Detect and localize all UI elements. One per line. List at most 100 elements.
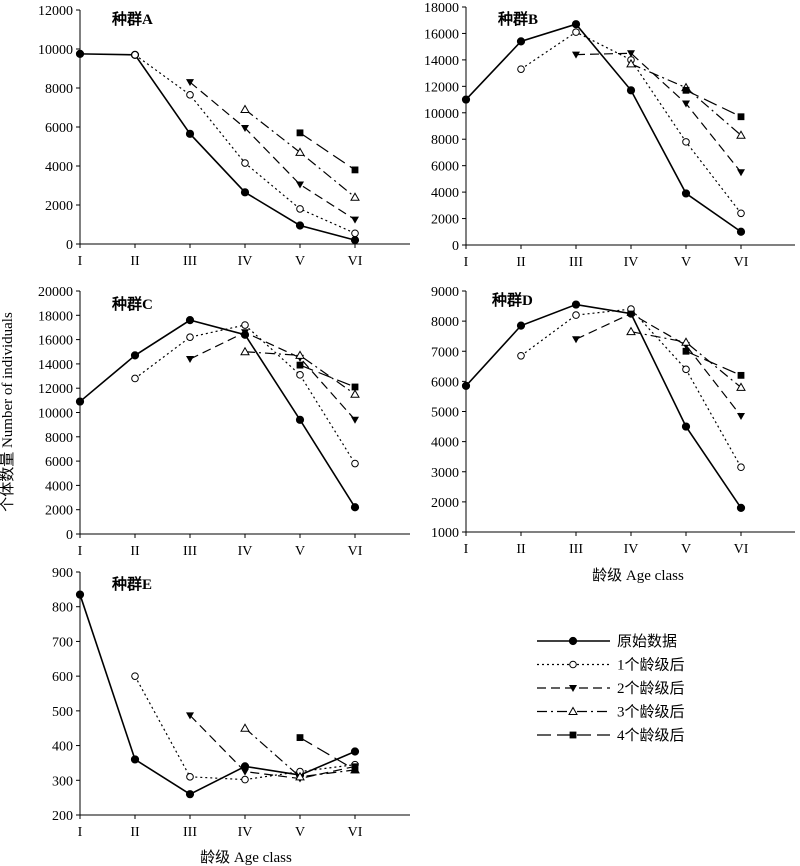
series-line [630,63,742,136]
x-tick-label: II [130,825,140,840]
data-point [295,221,305,230]
data-point [737,463,745,472]
x-tick-label: V [295,544,305,559]
x-tick-label: II [130,254,140,269]
data-point [186,91,194,99]
x-tick-label: III [183,544,197,559]
data-point [736,382,746,391]
x-tick-label: VI [348,544,363,559]
data-point [131,51,139,59]
y-tick-label: 9000 [431,285,459,300]
x-tick-label: IV [238,254,253,269]
y-tick-label: 0 [66,238,73,253]
data-point [240,346,250,356]
series-after-3 [240,104,360,201]
legend-item-after-3: 3个龄级后 [537,704,685,721]
data-point [682,138,690,146]
y-tick-label: 20000 [38,285,73,300]
series-line [79,319,356,508]
legend-marker [569,660,577,669]
series-line [465,303,742,509]
series-after-1 [517,28,745,218]
data-point [240,188,250,197]
data-point [296,734,304,741]
x-tick-label: I [78,825,83,840]
series-line [79,53,356,241]
series-line [465,23,742,233]
data-point [240,104,250,113]
x-tick-label: I [78,254,83,269]
data-point [185,316,195,325]
x-axis-label-bottom: 龄级 Age class [200,849,292,866]
data-point [351,166,359,174]
series-after-2 [186,712,359,783]
data-point [296,205,304,213]
y-tick-label: 14000 [424,54,459,69]
legend-label: 2个龄级后 [617,680,685,697]
panel-c: 0 2000 4000 6000 8000 10000 12000 14000 16000 180… [38,285,410,559]
y-tick-label: 14000 [38,358,73,373]
x-tick-label: VI [348,254,363,269]
y-tick-label: 12000 [38,382,73,397]
series-after-3 [240,346,360,398]
y-tick-label: 7000 [431,345,459,360]
x-tick-label: III [183,825,197,840]
data-point [131,374,139,383]
series-line [685,89,742,118]
panel-title: 种群E [111,575,152,593]
data-point [350,192,360,201]
x-tick-label: III [183,254,197,269]
data-point [75,397,85,406]
x-tick-label: IV [238,825,253,840]
legend-marker [569,731,577,739]
y-tick-label: 18000 [424,1,459,16]
y-tick-label: 4000 [45,479,73,494]
data-point [241,775,249,784]
legend-marker [568,636,578,646]
data-point [681,422,691,431]
x-tick-label: IV [624,255,639,270]
data-point [626,326,636,336]
x-tick-label: I [78,544,83,559]
data-point [241,321,249,329]
data-point [572,51,580,59]
x-tick-label: V [295,825,305,840]
data-point [461,381,471,390]
y-tick-label: 18000 [38,309,73,324]
data-point [737,413,745,421]
data-point [241,768,249,776]
data-point [572,28,580,36]
series-after-1 [131,321,359,468]
y-tick-label: 8000 [45,82,73,97]
data-point [296,129,304,137]
series-after-1 [131,51,359,238]
series-line [685,350,742,376]
data-point [736,227,746,236]
legend-marker [569,685,577,692]
y-tick-label: 12000 [38,4,73,19]
series-original [461,20,746,236]
y-tick-label: 12000 [424,80,459,95]
data-point [241,124,249,132]
y-tick-label: 2000 [431,496,459,511]
series-line [244,727,356,778]
legend-label: 1个龄级后 [617,657,685,674]
data-point [517,65,525,73]
x-tick-label: V [681,255,691,270]
y-tick-label: 300 [52,774,73,789]
y-tick-label: 0 [66,528,73,543]
data-point [241,159,249,167]
y-tick-label: 6000 [431,375,459,390]
legend-label: 4个龄级后 [617,727,685,744]
data-point [185,790,195,799]
y-tick-label: 10000 [38,407,73,422]
data-point [351,229,359,238]
y-tick-label: 6000 [45,121,73,136]
data-point [682,347,690,355]
legend-item-after-2: 2个龄级后 [537,680,685,697]
series-original [75,590,360,799]
data-point [736,130,746,139]
series-line [189,81,356,221]
